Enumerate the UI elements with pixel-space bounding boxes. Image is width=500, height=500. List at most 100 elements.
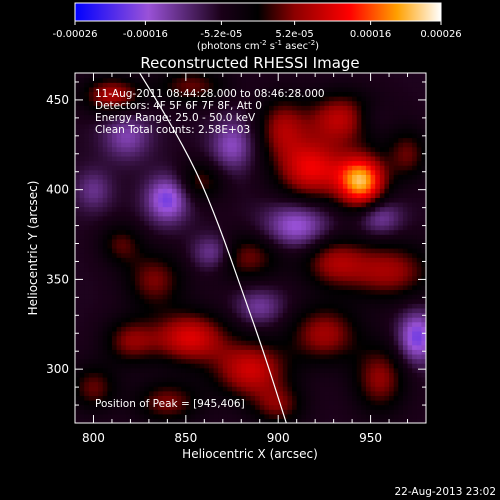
heatmap-cell [370,404,376,410]
heatmap-cell [421,169,426,175]
heatmap-cell [292,155,298,162]
heatmap-cell [162,178,168,185]
heatmap-cell [361,224,367,231]
heatmap-cell [268,390,275,396]
heatmap-cell [342,165,349,171]
heatmap-cell [370,123,376,129]
heatmap-cell [75,363,81,369]
heatmap-cell [292,289,298,295]
heatmap-cell [204,234,210,240]
heatmap-cell [310,137,316,143]
heatmap-cell [333,280,339,286]
heatmap-cell [204,358,210,364]
heatmap-cell [347,358,353,364]
heatmap-cell [259,275,265,281]
heatmap-cell [135,363,141,369]
heatmap-cell [268,234,275,240]
heatmap-cell [305,418,312,423]
heatmap-cell [416,284,422,291]
heatmap-cell [232,376,238,383]
heatmap-cell [301,409,307,415]
heatmap-cell [176,395,182,401]
heatmap-cell [130,137,136,143]
heatmap-cell [398,280,404,286]
heatmap-cell [310,344,316,350]
heatmap-cell [162,183,168,189]
heatmap-cell [338,137,344,143]
heatmap-cell [121,197,127,203]
heatmap-cell [121,146,127,152]
heatmap-cell [338,197,344,203]
heatmap-cell [88,119,95,125]
heatmap-cell [79,340,85,346]
heatmap-cell [236,381,242,387]
heatmap-cell [185,220,192,226]
heatmap-cell [402,257,409,263]
heatmap-cell [379,335,386,341]
heatmap-cell [301,266,307,272]
heatmap-cell [273,358,279,364]
heatmap-cell [273,330,279,337]
heatmap-cell [370,381,376,387]
heatmap-cell [93,142,99,148]
heatmap-cell [204,266,210,272]
heatmap-cell [412,206,418,212]
heatmap-cell [352,248,358,254]
heatmap-cell [384,146,390,152]
heatmap-cell [384,298,390,304]
heatmap-cell [153,252,159,258]
heatmap-cell [208,128,215,134]
heatmap-cell [199,294,205,300]
heatmap-cell [181,224,187,231]
heatmap-cell [135,201,141,208]
heatmap-cell [79,261,85,268]
heatmap-cell [241,234,247,240]
heatmap-cell [375,128,381,134]
heatmap-cell [389,271,395,277]
heatmap-cell [416,335,422,341]
heatmap-cell [121,238,127,244]
heatmap-cell [259,224,265,231]
heatmap-cell [296,344,302,350]
heatmap-cell [102,178,108,185]
heatmap-cell [130,128,136,134]
heatmap-cell [412,280,418,286]
heatmap-cell [278,330,284,337]
heatmap-cell [287,340,293,346]
heatmap-cell [347,321,353,327]
heatmap-cell [139,344,145,350]
heatmap-cell [319,132,325,139]
heatmap-cell [315,229,321,235]
heatmap-cell [389,248,395,254]
heatmap-cell [338,344,344,350]
heatmap-cell [296,248,302,254]
heatmap-cell [278,266,284,272]
heatmap-cell [342,418,349,423]
heatmap-cell [144,275,150,281]
heatmap-cell [176,381,182,387]
heatmap-cell [379,155,386,162]
heatmap-cell [356,280,362,286]
heatmap-cell [158,183,164,189]
heatmap-cell [195,183,201,189]
heatmap-cell [273,284,279,291]
heatmap-cell [88,178,95,185]
heatmap-cell [236,303,242,309]
heatmap-cell [171,137,178,143]
heatmap-cell [139,229,145,235]
heatmap-cell [319,137,325,143]
heatmap-cell [176,330,182,337]
heatmap-cell [329,326,335,332]
heatmap-cell [379,294,386,300]
heatmap-cell [102,321,108,327]
heatmap-cell [255,418,261,423]
heatmap-cell [208,386,215,392]
heatmap-cell [301,298,307,304]
heatmap-cell [370,317,376,323]
heatmap-cell [176,119,182,125]
heatmap-cell [139,353,145,360]
heatmap-cell [181,344,187,350]
heatmap-cell [393,257,399,263]
heatmap-cell [412,372,418,378]
heatmap-cell [305,284,312,291]
